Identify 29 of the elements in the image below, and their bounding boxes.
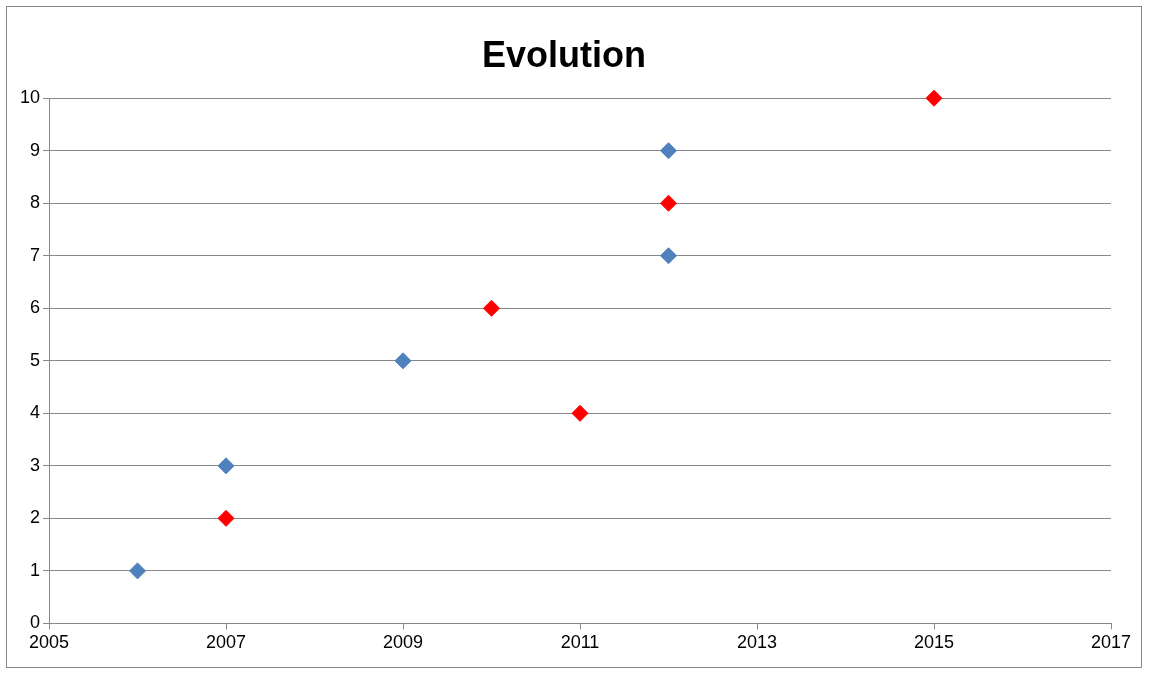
y-tick-label: 8 (30, 192, 41, 213)
y-tick-label: 2 (30, 507, 41, 528)
x-tick-label: 2013 (736, 632, 778, 653)
y-tick-label: 3 (30, 454, 41, 475)
x-tick-label: 2015 (913, 632, 955, 653)
y-tick-label: 1 (30, 559, 41, 580)
y-tick-label: 0 (30, 612, 41, 633)
point (660, 142, 678, 160)
y-tick-label: 5 (30, 349, 41, 370)
point (217, 509, 235, 527)
x-tick-label: 2017 (1090, 632, 1132, 653)
x-tick-label: 2011 (560, 632, 600, 653)
y-tick-label: 10 (19, 87, 41, 108)
point (217, 457, 235, 475)
point (571, 404, 589, 422)
point (394, 352, 412, 370)
point (483, 299, 501, 317)
chart-title: Evolution (482, 33, 646, 75)
y-tick-label: 4 (30, 402, 41, 423)
y-tick-label: 6 (30, 297, 41, 318)
y-tick-label: 9 (30, 139, 41, 160)
x-tick-label: 2005 (29, 632, 70, 653)
point (925, 89, 943, 107)
point (660, 194, 678, 212)
point (129, 562, 147, 580)
point (660, 247, 678, 265)
y-tick-label: 7 (30, 244, 41, 265)
x-tick-label: 2009 (382, 632, 424, 653)
x-tick-label: 2007 (205, 632, 247, 653)
